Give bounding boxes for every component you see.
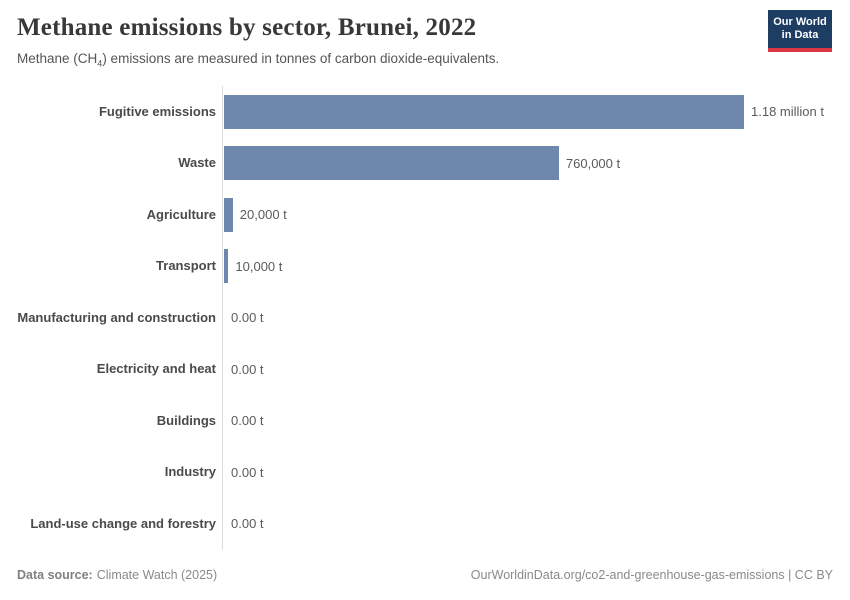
logo-line2: in Data (781, 29, 819, 41)
owid-credit-link[interactable]: OurWorldinData.org/co2-and-greenhouse-ga… (470, 568, 833, 582)
page-title: Methane emissions by sector, Brunei, 202… (17, 14, 477, 41)
chart-row: Buildings 0.00 t (0, 395, 850, 447)
value-label: 20,000 t (239, 207, 287, 223)
owid-logo[interactable]: Our World in Data (768, 10, 832, 52)
bar[interactable] (224, 249, 229, 284)
chart-row: Transport 10,000 t (0, 241, 850, 293)
chart-row: Land-use change and forestry 0.00 t (0, 498, 850, 550)
bar[interactable] (224, 146, 559, 181)
value-label: 0.00 t (231, 413, 264, 429)
bar[interactable] (224, 197, 233, 232)
category-label: Electricity and heat (96, 361, 216, 377)
subtitle-suffix: ) emissions are measured in tonnes of ca… (102, 51, 500, 66)
subtitle-prefix: Methane (CH (17, 51, 98, 66)
category-label: Manufacturing and construction (17, 309, 216, 325)
data-source-label: Data source: (17, 568, 93, 582)
chart-row: Waste 760,000 t (0, 138, 850, 190)
value-label: 0.00 t (231, 361, 264, 377)
value-label: 0.00 t (231, 464, 264, 480)
chart-row: Industry 0.00 t (0, 447, 850, 499)
category-label: Waste (178, 155, 216, 171)
chart-rows: Fugitive emissions 1.18 million t Waste … (0, 86, 850, 550)
value-label: 0.00 t (231, 310, 264, 326)
value-label: 1.18 million t (751, 104, 824, 120)
value-label: 0.00 t (231, 516, 264, 532)
data-source-value: Climate Watch (2025) (96, 568, 218, 582)
y-axis-line (222, 86, 223, 550)
value-label: 760,000 t (565, 155, 621, 171)
data-source: Data source: Climate Watch (2025) (17, 568, 217, 582)
category-label: Transport (156, 258, 216, 274)
subtitle-subscript: 4 (97, 58, 103, 69)
value-label: 10,000 t (235, 258, 283, 274)
chart-footer: Data source: Climate Watch (2025) OurWorl… (17, 568, 833, 582)
chart-row: Electricity and heat 0.00 t (0, 344, 850, 396)
chart-row: Fugitive emissions 1.18 million t (0, 86, 850, 138)
bar[interactable] (224, 94, 744, 129)
category-label: Buildings (156, 412, 216, 428)
category-label: Industry (164, 464, 216, 480)
chart-subtitle: Methane (CH4) emissions are measured in … (17, 51, 499, 69)
category-label: Agriculture (146, 206, 216, 222)
logo-line1: Our World (773, 16, 827, 28)
bar-chart: Fugitive emissions 1.18 million t Waste … (0, 86, 850, 550)
category-label: Fugitive emissions (98, 103, 216, 119)
category-label: Land-use change and forestry (30, 515, 216, 531)
chart-row: Agriculture 20,000 t (0, 189, 850, 241)
chart-row: Manufacturing and construction 0.00 t (0, 292, 850, 344)
